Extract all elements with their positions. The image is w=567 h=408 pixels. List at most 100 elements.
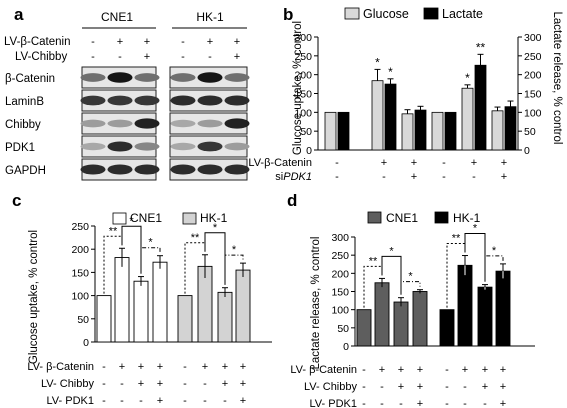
blot-band bbox=[107, 164, 133, 175]
bar-lactate bbox=[337, 111, 350, 151]
row-sign: - bbox=[203, 378, 207, 390]
legend-label-cne1-c: CNE1 bbox=[130, 211, 162, 225]
row-label: siPDK1 bbox=[275, 171, 312, 183]
bar-cne1 bbox=[393, 301, 409, 347]
bar-glucose bbox=[324, 111, 337, 151]
legend-d: CNE1 HK-1 bbox=[367, 211, 481, 225]
protein-label: Chibby bbox=[5, 119, 41, 131]
row-sign: + bbox=[157, 395, 163, 407]
blot-band bbox=[197, 141, 223, 152]
bracket-dashdot bbox=[224, 254, 244, 285]
row-sign: + bbox=[381, 157, 387, 169]
bar-glucose bbox=[461, 87, 474, 151]
blot-band bbox=[224, 142, 250, 151]
tick-label-right: 100 bbox=[524, 107, 542, 119]
legend-swatch-hk1-c bbox=[182, 212, 197, 225]
row-sign: + bbox=[138, 378, 144, 390]
row-label: LV- β-Catenin bbox=[27, 361, 94, 373]
row-sign: - bbox=[102, 378, 106, 390]
legend-b: Glucose Lactate bbox=[344, 7, 483, 21]
row-sign: + bbox=[138, 361, 144, 373]
tick-label-right: 0 bbox=[524, 145, 530, 157]
row-sign: + bbox=[417, 398, 423, 408]
blot-band bbox=[134, 118, 160, 129]
treatment-sign: - bbox=[208, 51, 212, 63]
row-sign: + bbox=[240, 378, 246, 390]
protein-label: β-Catenin bbox=[5, 73, 55, 85]
treatment-sign: - bbox=[91, 51, 95, 63]
significance-mark: ** bbox=[452, 233, 461, 245]
significance-mark: * bbox=[408, 271, 413, 283]
treatment-sign: + bbox=[234, 36, 240, 48]
significance-mark: * bbox=[388, 65, 393, 79]
row-label: LV- PDK1 bbox=[310, 398, 358, 408]
tick-label: 150 bbox=[331, 287, 349, 299]
treatment-label-lv-chibby: LV-Chibby bbox=[15, 51, 67, 63]
row-sign: + bbox=[501, 157, 507, 169]
blot-band bbox=[134, 73, 160, 82]
bar-hk-1 bbox=[235, 269, 251, 343]
bracket-dotted bbox=[446, 243, 466, 308]
tick-label-right: 300 bbox=[524, 32, 542, 44]
tick-label: 300 bbox=[331, 232, 349, 244]
row-sign: + bbox=[411, 157, 417, 169]
legend-label-hk1-d: HK-1 bbox=[453, 211, 481, 225]
tick-label-right: 150 bbox=[524, 89, 542, 101]
bar-cne1 bbox=[412, 291, 428, 347]
tick-label-left: 100 bbox=[294, 107, 312, 119]
row-sign: - bbox=[183, 395, 187, 407]
significance-mark: * bbox=[232, 244, 237, 256]
bar-lactate bbox=[474, 64, 487, 151]
row-sign: + bbox=[462, 364, 468, 376]
bracket-dashdot bbox=[140, 247, 161, 274]
significance-mark: * bbox=[213, 222, 218, 234]
row-label: LV- β-Catenin bbox=[290, 364, 357, 376]
treatment-sign: + bbox=[144, 51, 150, 63]
bar-cne1 bbox=[114, 257, 130, 343]
significance-mark: * bbox=[389, 245, 394, 257]
blot-band bbox=[107, 119, 133, 128]
row-sign: + bbox=[500, 364, 506, 376]
row-sign: - bbox=[442, 171, 446, 183]
bar-hk-1 bbox=[177, 295, 193, 343]
blot-band bbox=[224, 95, 250, 106]
row-sign: - bbox=[380, 398, 384, 408]
tick-label: 50 bbox=[77, 314, 89, 326]
row-label: LV- Chibby bbox=[304, 381, 357, 393]
row-sign: - bbox=[203, 395, 207, 407]
treatment-sign: - bbox=[118, 51, 122, 63]
row-sign: - bbox=[472, 171, 476, 183]
panel-d: d CNE1 HK-1 Lactate release, % control 0… bbox=[287, 191, 535, 408]
legend-swatch-cne1-c bbox=[112, 212, 127, 225]
bracket-dotted bbox=[184, 242, 206, 294]
bracket-dotted bbox=[103, 235, 123, 294]
bar-hk-1 bbox=[217, 291, 233, 343]
significance-mark: * bbox=[375, 55, 380, 69]
blot-band bbox=[80, 95, 106, 106]
legend-label-hk1-c: HK-1 bbox=[200, 211, 228, 225]
row-sign: + bbox=[398, 364, 404, 376]
row-sign: + bbox=[240, 395, 246, 407]
row-sign: + bbox=[157, 378, 163, 390]
panel-b: b Glucose Lactate Glucose uptake, % cont… bbox=[248, 5, 563, 183]
row-sign: + bbox=[222, 378, 228, 390]
ylabel-d: Lactate release, % control bbox=[310, 237, 322, 370]
tick-label-left: 150 bbox=[294, 89, 312, 101]
tick-label-right: 250 bbox=[524, 51, 542, 63]
legend-label-cne1-d: CNE1 bbox=[386, 211, 418, 225]
row-sign: - bbox=[362, 398, 366, 408]
significance-mark: ** bbox=[369, 255, 378, 267]
tick-label-left: 300 bbox=[294, 32, 312, 44]
row-sign: + bbox=[222, 361, 228, 373]
row-sign: - bbox=[442, 157, 446, 169]
bracket-solid bbox=[121, 225, 142, 274]
row-label: LV-β-Catenin bbox=[248, 157, 312, 169]
legend-swatch-glucose bbox=[344, 7, 360, 20]
row-sign: + bbox=[417, 364, 423, 376]
blot-band bbox=[170, 164, 196, 175]
legend-label-lactate: Lactate bbox=[442, 7, 483, 21]
blot-band bbox=[134, 164, 160, 175]
bracket-solid bbox=[204, 232, 226, 285]
blot-band bbox=[80, 73, 106, 82]
